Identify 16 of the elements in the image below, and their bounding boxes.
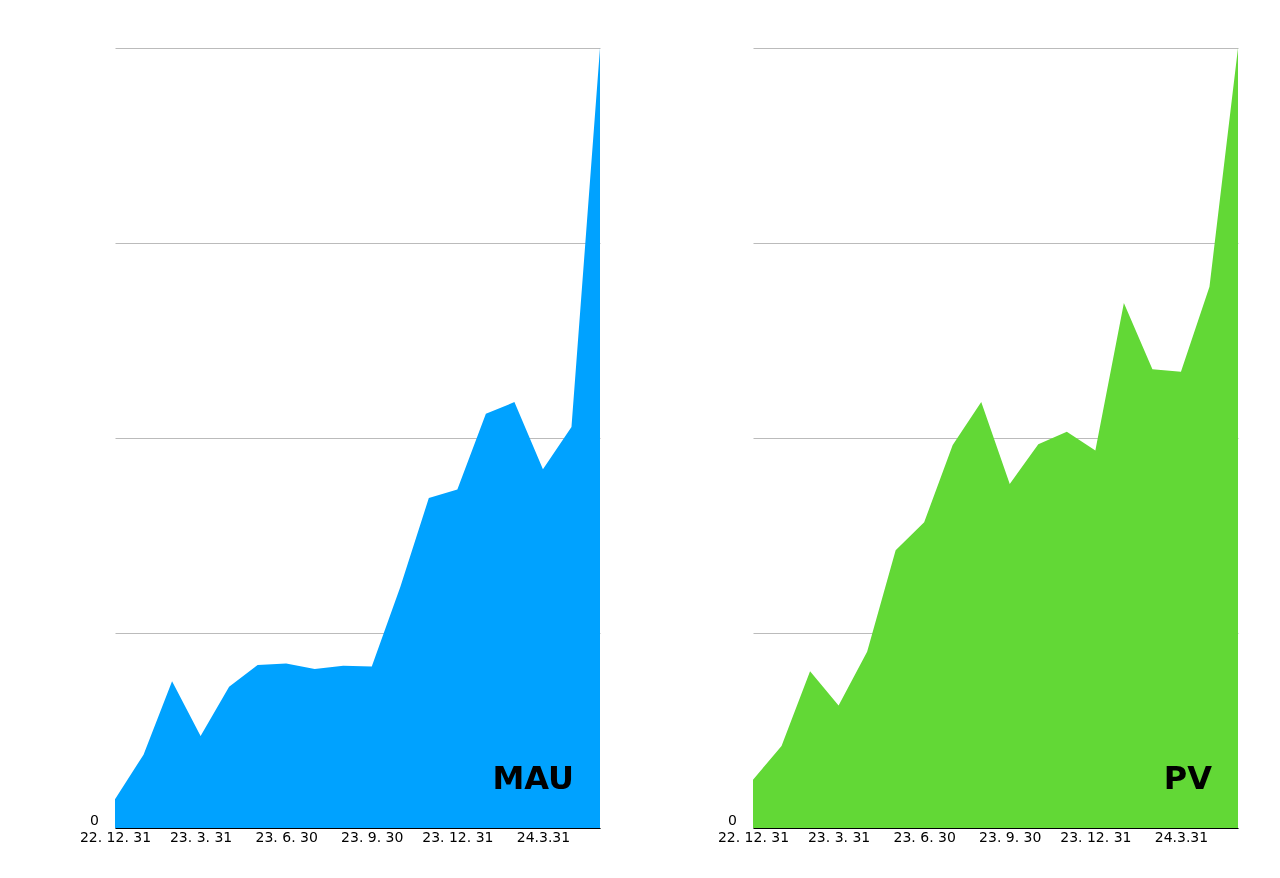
- x-tick-label: 23. 3. 31: [807, 828, 871, 845]
- x-tick-label: 23. 12. 31: [1060, 828, 1132, 845]
- x-tick-label: 23. 12. 31: [422, 828, 494, 845]
- x-tick-label: 24.3.31: [1154, 828, 1209, 845]
- x-tick-label: 23. 6. 30: [893, 828, 956, 845]
- series-label: MAU: [492, 759, 574, 797]
- x-tick-label: 23. 9. 30: [979, 828, 1042, 845]
- x-tick-label: 23. 3. 31: [169, 828, 233, 845]
- x-tick-label: 23. 6. 30: [255, 828, 318, 845]
- x-tick-label: 23. 9. 30: [341, 828, 404, 845]
- text: 0: [728, 812, 737, 828]
- x-tick-label: 24.3.31: [516, 828, 571, 845]
- x-tick-label: 22. 12. 31: [79, 828, 152, 845]
- text: 0: [90, 812, 99, 828]
- series-label: PV: [1163, 759, 1213, 797]
- x-tick-label: 22. 12. 31: [717, 828, 790, 845]
